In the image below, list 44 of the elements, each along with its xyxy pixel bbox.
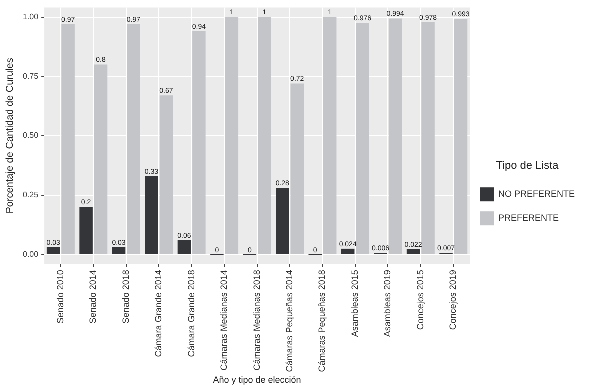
- y-axis-title: Porcentaje de Cantidad de Curules: [4, 58, 16, 214]
- bar: [127, 24, 140, 254]
- bar: [258, 17, 272, 254]
- x-tick-label: Senado 2010: [55, 270, 66, 324]
- x-tick-label: Cámaras Pequeñas 2018: [317, 270, 328, 372]
- bar: [388, 18, 402, 254]
- x-tick-label: Senado 2014: [88, 270, 98, 324]
- bar: [356, 22, 370, 254]
- x-tick-label: Senado 2018: [120, 270, 131, 324]
- y-tick-label: 1.00: [22, 12, 40, 22]
- y-tick-label: 0.50: [22, 131, 40, 140]
- legend-label: PREFERENTE: [498, 213, 560, 224]
- x-tick-label: Cámaras Pequeñas 2014: [284, 270, 294, 372]
- bar: [341, 248, 355, 254]
- legend-title: Tipo de Lista: [496, 160, 560, 172]
- bar: [225, 17, 239, 254]
- x-tick-label: Cámara Grande 2018: [186, 270, 196, 358]
- y-tick-label: 0.75: [22, 72, 40, 81]
- bar: [80, 207, 93, 254]
- bar: [112, 248, 126, 254]
- x-tick-label: Cámaras Medianas 2018: [252, 270, 262, 371]
- bar: [160, 96, 174, 254]
- bar: [178, 240, 192, 254]
- legend-label: NO PREFERENTE: [498, 189, 576, 200]
- bar: [454, 18, 468, 254]
- x-tick-label: Cámaras Medianas 2014: [219, 270, 230, 371]
- bar: [290, 84, 304, 254]
- x-tick-label: Asambleas 2015: [350, 270, 360, 338]
- bar: [145, 176, 158, 254]
- x-tick-label: Concejos 2015: [415, 270, 426, 330]
- bar: [62, 24, 75, 254]
- x-tick-label: Concejos 2019: [448, 270, 458, 330]
- x-tick-label: Cámara Grande 2014: [154, 270, 164, 358]
- bar: [406, 249, 420, 254]
- bar: [422, 22, 435, 254]
- y-tick-label: 0.25: [22, 190, 40, 200]
- bar: [192, 32, 206, 254]
- x-axis-title: Año y tipo de elección: [213, 375, 302, 386]
- bar: [46, 248, 60, 254]
- bar: [94, 64, 108, 254]
- bar: [323, 17, 337, 254]
- bar: [276, 188, 290, 254]
- x-tick-label: Asambleas 2019: [382, 270, 393, 338]
- y-tick-label: 0.00: [22, 250, 40, 259]
